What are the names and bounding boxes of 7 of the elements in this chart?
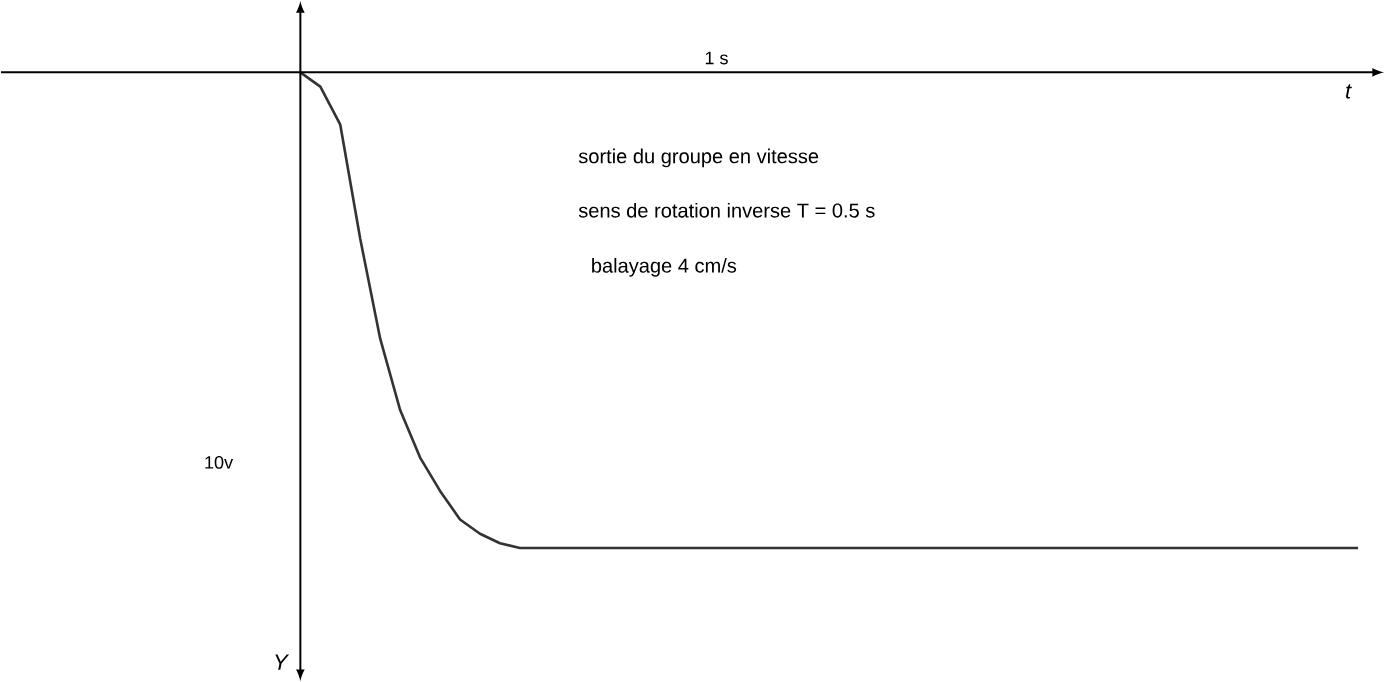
annotation: balayage 4 cm/s bbox=[592, 257, 737, 277]
annotation: sens de rotation inverse T = 0.5 s bbox=[578, 202, 875, 218]
text: 10v bbox=[205, 455, 234, 469]
y-axis-title: Y bbox=[275, 654, 290, 670]
x-axis-title: t bbox=[1346, 84, 1352, 99]
text: 1 s bbox=[705, 51, 728, 65]
annotation: sortie du groupe en vitesse bbox=[578, 148, 819, 168]
